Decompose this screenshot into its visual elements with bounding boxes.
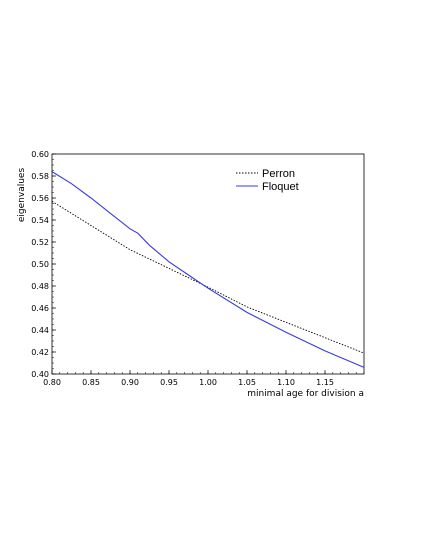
x-axis-title: minimal age for division a — [247, 389, 364, 399]
x-tick-label: 0.85 — [82, 378, 100, 387]
y-tick-label: 0.52 — [31, 238, 49, 247]
y-axis-title: eigenvalues — [17, 168, 27, 223]
x-tick-label: 1.15 — [316, 378, 334, 387]
legend-label-perron: Perron — [262, 168, 295, 180]
y-tick-label: 0.50 — [31, 260, 49, 269]
x-tick-label: 1.05 — [238, 378, 256, 387]
series-layer — [51, 171, 365, 368]
plot-frame — [51, 153, 365, 375]
x-tick-label: 1.00 — [199, 378, 217, 387]
y-tick-label: 0.60 — [31, 150, 49, 159]
x-tick-label: 0.80 — [43, 378, 61, 387]
y-tick-label: 0.58 — [31, 172, 49, 181]
y-tick-label: 0.56 — [31, 194, 49, 203]
x-tick-label: 0.90 — [121, 378, 139, 387]
legend-label-floquet: Floquet — [262, 181, 299, 193]
y-tick-label: 0.46 — [31, 304, 49, 313]
y-tick-label: 0.42 — [31, 348, 49, 357]
x-tick-label: 0.95 — [160, 378, 178, 387]
y-tick-label: 0.40 — [31, 370, 49, 379]
series-line-floquet — [51, 171, 365, 368]
x-tick-label: 1.10 — [277, 378, 295, 387]
y-tick-label: 0.54 — [31, 216, 49, 225]
y-tick-label: 0.48 — [31, 282, 49, 291]
axes: 0.80 0.85 0.90 0.95 1.00 1.05 1.10 1.15 0.40 0.42… — [31, 150, 365, 387]
series-line-perron — [51, 200, 365, 354]
y-tick-label: 0.44 — [31, 326, 49, 335]
